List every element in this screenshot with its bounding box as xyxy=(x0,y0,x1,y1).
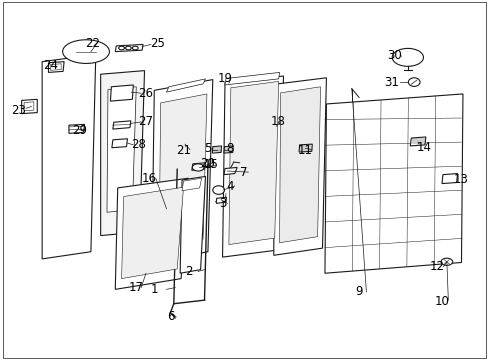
Text: 29: 29 xyxy=(72,124,87,137)
Ellipse shape xyxy=(119,46,124,50)
Polygon shape xyxy=(122,187,183,279)
Text: 4: 4 xyxy=(225,180,233,193)
Text: 7: 7 xyxy=(239,166,247,179)
Polygon shape xyxy=(224,146,233,153)
Text: 27: 27 xyxy=(138,116,153,129)
Polygon shape xyxy=(112,139,127,148)
Text: 22: 22 xyxy=(85,36,100,50)
Text: 30: 30 xyxy=(386,49,401,62)
Text: 21: 21 xyxy=(176,144,191,157)
Text: 20: 20 xyxy=(200,157,215,170)
Text: 5: 5 xyxy=(204,142,211,155)
Ellipse shape xyxy=(440,258,452,265)
Text: 11: 11 xyxy=(297,144,312,157)
Polygon shape xyxy=(228,81,278,244)
Polygon shape xyxy=(115,44,143,51)
Polygon shape xyxy=(224,72,279,85)
Text: 31: 31 xyxy=(384,76,398,89)
Polygon shape xyxy=(212,146,221,153)
Polygon shape xyxy=(182,178,201,191)
Polygon shape xyxy=(180,176,205,273)
Polygon shape xyxy=(279,87,320,243)
Text: 17: 17 xyxy=(128,281,143,294)
Text: 8: 8 xyxy=(226,142,233,155)
Polygon shape xyxy=(166,79,205,92)
Text: 1: 1 xyxy=(150,283,158,296)
Ellipse shape xyxy=(62,40,109,63)
Polygon shape xyxy=(101,71,144,235)
Ellipse shape xyxy=(391,48,423,66)
Text: 18: 18 xyxy=(270,116,285,129)
Text: 13: 13 xyxy=(453,173,468,186)
Polygon shape xyxy=(113,121,131,129)
Text: 12: 12 xyxy=(429,260,444,273)
Polygon shape xyxy=(69,125,84,134)
Polygon shape xyxy=(191,163,205,170)
Polygon shape xyxy=(409,137,425,146)
Ellipse shape xyxy=(407,78,419,86)
Polygon shape xyxy=(216,197,226,203)
Text: 10: 10 xyxy=(434,295,448,308)
Polygon shape xyxy=(299,144,312,152)
Text: 25: 25 xyxy=(150,36,165,50)
Text: 19: 19 xyxy=(217,72,232,85)
Ellipse shape xyxy=(125,46,131,50)
Polygon shape xyxy=(110,85,133,101)
Polygon shape xyxy=(273,78,326,255)
Polygon shape xyxy=(224,167,237,175)
Polygon shape xyxy=(152,80,212,262)
Ellipse shape xyxy=(192,164,203,171)
Polygon shape xyxy=(222,76,283,257)
Text: 26: 26 xyxy=(138,87,153,100)
Text: 3: 3 xyxy=(219,197,226,210)
Text: 15: 15 xyxy=(203,158,218,171)
Text: 28: 28 xyxy=(130,138,145,151)
Polygon shape xyxy=(107,87,136,212)
Text: 6: 6 xyxy=(166,310,174,324)
Text: 16: 16 xyxy=(142,172,157,185)
Text: 24: 24 xyxy=(43,59,58,72)
Ellipse shape xyxy=(132,46,138,50)
Polygon shape xyxy=(42,54,96,259)
Polygon shape xyxy=(159,94,206,248)
Polygon shape xyxy=(50,64,61,70)
Polygon shape xyxy=(325,94,462,273)
Text: 2: 2 xyxy=(184,265,192,278)
Polygon shape xyxy=(24,102,34,111)
Text: 23: 23 xyxy=(11,104,26,117)
Ellipse shape xyxy=(212,186,224,194)
Polygon shape xyxy=(441,174,457,184)
Polygon shape xyxy=(48,62,64,72)
Polygon shape xyxy=(115,178,188,289)
Text: 14: 14 xyxy=(416,140,430,153)
Polygon shape xyxy=(21,99,37,114)
Text: 9: 9 xyxy=(355,285,362,298)
